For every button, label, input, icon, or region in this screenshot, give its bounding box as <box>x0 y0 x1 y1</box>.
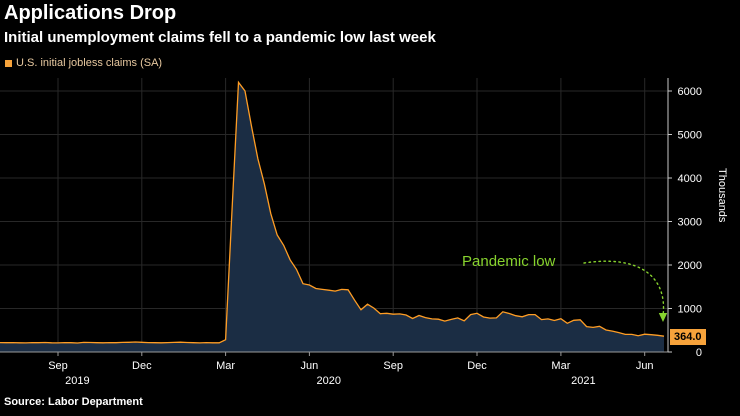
y-tick-label: 3000 <box>678 217 702 229</box>
y-tick-label: 1000 <box>678 304 702 316</box>
year-label: 2021 <box>571 375 595 387</box>
last-value-label: 364.0 <box>670 329 706 345</box>
legend: U.S. initial jobless claims (SA) <box>5 57 162 69</box>
pandemic-low-arrowhead <box>658 313 668 322</box>
y-tick-label: 6000 <box>678 86 702 98</box>
chart-subtitle: Initial unemployment claims fell to a pa… <box>4 29 436 46</box>
page-title: Applications Drop <box>4 2 177 24</box>
y-tick-label: 4000 <box>678 173 702 185</box>
pandemic-low-arrow <box>583 260 665 317</box>
pandemic-low-annotation: Pandemic low <box>462 253 556 270</box>
series-line <box>0 80 665 344</box>
x-tick-label: Dec <box>467 360 487 372</box>
y-tick-label: 2000 <box>678 260 702 272</box>
y-tick-label: 0 <box>696 347 702 359</box>
x-tick-label: Mar <box>216 360 235 372</box>
x-tick-label: Sep <box>383 360 403 372</box>
x-tick-label: Sep <box>48 360 68 372</box>
area-fill <box>0 82 664 353</box>
x-tick-label: Jun <box>636 360 654 372</box>
y-tick-label: 5000 <box>678 130 702 142</box>
source-note: Source: Labor Department <box>4 396 143 408</box>
legend-label: U.S. initial jobless claims (SA) <box>16 57 163 69</box>
year-label: 2019 <box>65 375 89 387</box>
legend-swatch-icon <box>5 59 12 67</box>
year-label: 2020 <box>317 375 341 387</box>
x-tick-label: Jun <box>301 360 319 372</box>
x-tick-label: Mar <box>551 360 570 372</box>
y-axis-unit-label: Thousands <box>716 168 728 223</box>
x-tick-label: Dec <box>132 360 152 372</box>
